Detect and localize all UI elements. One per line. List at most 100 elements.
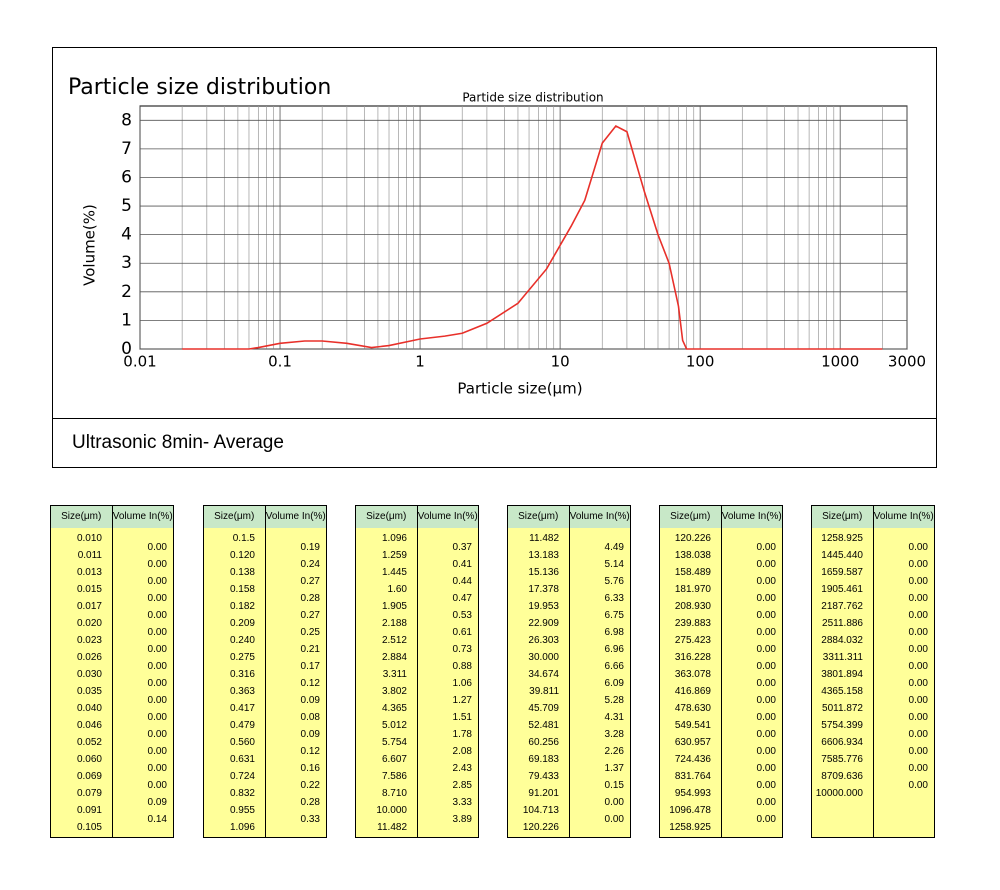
volume-cell: 0.00 (908, 610, 928, 621)
size-cell: 2187.762 (821, 601, 863, 612)
volume-cell: 1.51 (452, 712, 472, 723)
volume-cell: 0.00 (908, 576, 928, 587)
size-cell: 0.120 (229, 550, 255, 561)
x-tick-label: 100 (686, 353, 715, 371)
size-cell: 3.311 (382, 669, 407, 680)
table-body: 1258.925 1445.440 1659.587 1905.461 2187.762… (812, 528, 934, 837)
volume-cell: 0.00 (756, 780, 776, 791)
size-cell: 11.482 (377, 822, 407, 833)
size-cell: 17.378 (528, 584, 559, 595)
volume-cell: 0.25 (300, 627, 320, 638)
size-cell: 8709.636 (821, 771, 863, 782)
volume-cell: 0.00 (756, 542, 776, 553)
column-separator (417, 528, 418, 837)
size-cell: 0.023 (76, 635, 102, 646)
size-cell: 0.040 (76, 703, 102, 714)
size-cell: 0.1.5 (232, 533, 255, 544)
x-axis-label: Particle size(μm) (457, 380, 582, 398)
size-cell: 0.832 (229, 788, 255, 799)
size-cell: 60.256 (528, 737, 559, 748)
size-cell: 1445.440 (821, 550, 863, 561)
size-table: Size(μm) Volume In(%) 0.010 0.011 0.013 0.015… (50, 505, 174, 838)
heading: Particle size distribution (68, 75, 331, 100)
volume-cell: 0.00 (908, 644, 928, 655)
volume-cell: 0.00 (147, 610, 167, 621)
size-cell: 1096.478 (669, 805, 711, 816)
caption: Ultrasonic 8min- Average (72, 432, 284, 453)
header-cell: Size(μm) (660, 506, 722, 528)
size-cell: 34.674 (528, 669, 559, 680)
size-cell: 52.481 (528, 720, 559, 731)
volume-cell: 0.00 (756, 678, 776, 689)
volume-cell: 0.08 (300, 712, 320, 723)
volume-cell: 0.00 (908, 780, 928, 791)
y-tick-label: 2 (121, 282, 132, 302)
table-header: Size(μm) Volume In(%) (660, 506, 782, 529)
volume-cell: 0.22 (300, 780, 320, 791)
size-cell: 5754.399 (821, 720, 863, 731)
size-cell: 724.436 (674, 754, 711, 765)
size-cell: 39.811 (529, 686, 559, 697)
size-cell: 2884.032 (821, 635, 863, 646)
size-cell: 2.188 (381, 618, 407, 629)
size-cell: 1.096 (229, 822, 255, 833)
volume-cell: 0.00 (908, 593, 928, 604)
size-cell: 0.069 (76, 771, 102, 782)
size-cell: 0.091 (76, 805, 102, 816)
size-cell: 0.013 (76, 567, 102, 578)
volume-cell: 0.44 (452, 576, 472, 587)
chart-title: Partide size distribution (462, 91, 603, 105)
x-tick-label: 0.1 (268, 353, 292, 371)
header-cell: Size(μm) (204, 506, 266, 528)
volume-cell: 0.00 (756, 593, 776, 604)
header-cell: Size(μm) (51, 506, 113, 528)
volume-cell: 2.43 (452, 763, 472, 774)
size-cell: 0.417 (229, 703, 255, 714)
volume-cell: 0.00 (756, 729, 776, 740)
size-cell: 1.60 (387, 584, 407, 595)
volume-cell: 6.66 (604, 661, 624, 672)
volume-cell: 0.00 (908, 746, 928, 757)
size-table: Size(μm) Volume In(%) 0.1.5 0.120 0.138 0.158… (203, 505, 327, 838)
size-cell: 138.038 (674, 550, 711, 561)
size-cell: 0.363 (229, 686, 255, 697)
volume-cell: 1.78 (452, 729, 472, 740)
size-cell: 15.136 (528, 567, 559, 578)
volume-cell: 0.00 (147, 542, 167, 553)
volume-cell: 0.00 (147, 746, 167, 757)
volume-cell: 0.00 (908, 678, 928, 689)
volume-cell: 0.27 (300, 610, 320, 621)
volume-cell: 0.33 (300, 814, 320, 825)
volume-cell: 0.00 (756, 797, 776, 808)
size-cell: 1905.461 (821, 584, 863, 595)
volume-cell: 0.00 (908, 627, 928, 638)
size-cell: 69.183 (528, 754, 559, 765)
volume-cell: 0.53 (452, 610, 472, 621)
volume-cell: 3.33 (452, 797, 472, 808)
volume-cell: 0.27 (300, 576, 320, 587)
size-table: Size(μm) Volume In(%) 1.096 1.259 1.445 1.60 1… (355, 505, 479, 838)
size-cell: 79.433 (528, 771, 559, 782)
size-cell: 0.138 (229, 567, 255, 578)
volume-cell: 0.12 (300, 678, 320, 689)
y-tick-label: 3 (121, 253, 132, 273)
volume-cell: 0.00 (756, 712, 776, 723)
volume-cell: 0.61 (452, 627, 472, 638)
volume-cell: 2.85 (452, 780, 472, 791)
volume-cell: 0.00 (908, 712, 928, 723)
volume-cell: 0.00 (756, 661, 776, 672)
volume-cell: 0.00 (147, 780, 167, 791)
volume-cell: 0.00 (908, 661, 928, 672)
size-cell: 1.905 (381, 601, 407, 612)
size-cell: 1258.925 (669, 822, 711, 833)
size-cell: 22.909 (528, 618, 559, 629)
y-tick-label: 8 (121, 110, 132, 130)
size-cell: 0.052 (76, 737, 102, 748)
y-tick-label: 4 (121, 225, 132, 245)
size-cell: 5011.872 (822, 703, 863, 714)
size-cell: 0.046 (76, 720, 102, 731)
size-cell: 8.710 (381, 788, 407, 799)
size-cell: 120.226 (674, 533, 711, 544)
size-cell: 4365.158 (821, 686, 863, 697)
volume-cell: 0.09 (300, 729, 320, 740)
